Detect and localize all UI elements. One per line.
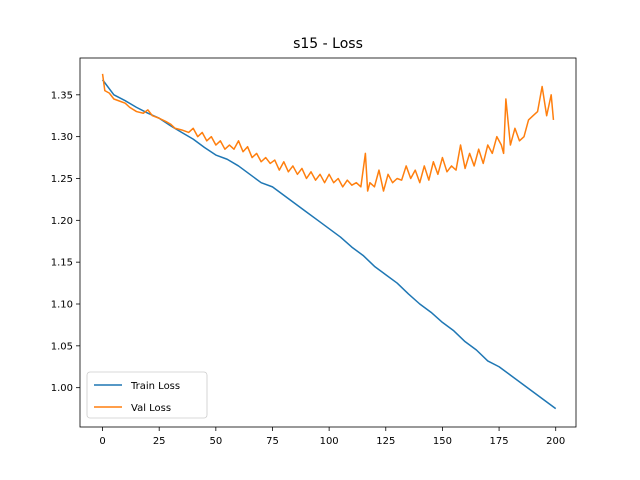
legend-label: Train Loss bbox=[130, 381, 180, 392]
series-layer bbox=[101, 73, 557, 410]
series-line-train-loss bbox=[101, 79, 557, 410]
axes-frame bbox=[79, 57, 577, 428]
x-tick-label: 75 bbox=[266, 436, 279, 447]
x-tick-label: 150 bbox=[433, 436, 452, 447]
y-tick-label: 1.00 bbox=[51, 383, 73, 394]
x-tick-label: 0 bbox=[99, 436, 105, 447]
x-tick-label: 25 bbox=[153, 436, 166, 447]
y-tick-label: 1.25 bbox=[51, 174, 73, 185]
legend-label: Val Loss bbox=[131, 403, 171, 414]
x-tick-label: 100 bbox=[320, 436, 339, 447]
y-tick-label: 1.05 bbox=[51, 341, 73, 352]
y-tick-label: 1.15 bbox=[51, 258, 73, 269]
y-tick-label: 1.35 bbox=[51, 90, 73, 101]
chart-title: s15 - Loss bbox=[293, 36, 363, 52]
series-line-val-loss bbox=[101, 73, 555, 192]
x-tick-label: 50 bbox=[209, 436, 222, 447]
x-tick-label: 125 bbox=[376, 436, 395, 447]
axes-layer: 0 25 50 75 100 125 150 175 200 1.00 1.05 1.10 1.15 1.… bbox=[51, 57, 577, 447]
x-tick-label: 175 bbox=[490, 436, 509, 447]
legend: Train Loss Val Loss bbox=[86, 371, 208, 419]
y-tick-label: 1.20 bbox=[51, 216, 73, 227]
y-tick-label: 1.30 bbox=[51, 132, 73, 143]
y-tick-label: 1.10 bbox=[51, 300, 73, 311]
x-tick-label: 200 bbox=[546, 436, 565, 447]
